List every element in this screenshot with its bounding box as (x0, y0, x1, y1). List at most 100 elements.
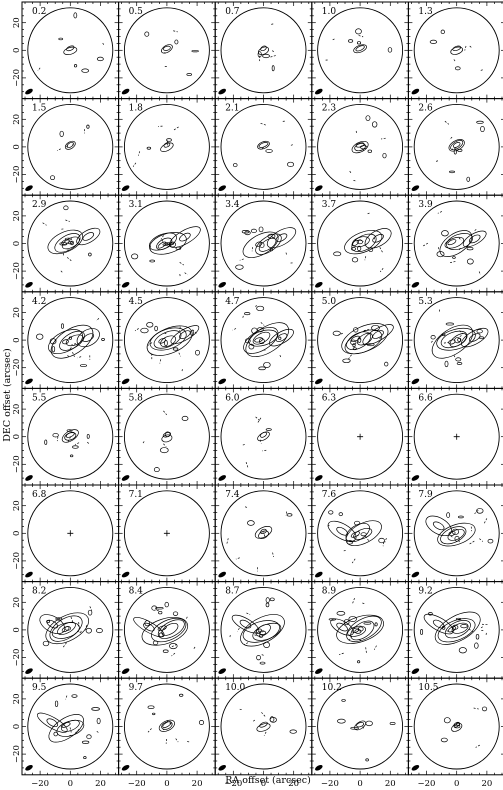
noise-contour (64, 626, 72, 631)
x-tick-label: −20 (31, 779, 49, 789)
noise-contour (258, 226, 264, 233)
channel-panel: 2.6 (407, 98, 503, 196)
noise-contour (354, 520, 361, 526)
negative-contour (67, 354, 70, 358)
primary-beam-circle (27, 297, 114, 384)
noise-contour (69, 454, 74, 458)
synthesized-beam (121, 764, 130, 771)
noise-contour (346, 540, 354, 545)
synthesized-beam (314, 281, 323, 288)
noise-contour (420, 628, 424, 635)
emission-contour (239, 619, 252, 629)
noise-contour (258, 630, 267, 635)
noise-contour (158, 610, 163, 615)
primary-beam-circle (317, 200, 404, 287)
emission-contour (158, 719, 175, 732)
channel-panel: 3.4 (214, 194, 313, 293)
noise-contour (69, 240, 75, 246)
noise-contour (79, 364, 88, 367)
primary-beam-circle (413, 103, 500, 190)
negative-contour (42, 222, 47, 226)
primary-beam-circle (317, 297, 404, 384)
emission-contour (163, 45, 171, 51)
noise-contour (271, 65, 275, 72)
x-tick-label: 0 (454, 779, 459, 789)
emission-contour (161, 44, 173, 54)
channel-velocity-label: 4.5 (129, 297, 144, 307)
negative-contour (246, 612, 251, 616)
noise-contour (140, 327, 149, 334)
noise-contour (269, 247, 273, 252)
y-tick-label: 20 (12, 597, 22, 608)
emission-contour (242, 620, 280, 643)
noise-contour (149, 259, 156, 263)
emission-contour (160, 335, 177, 348)
emission-contour (62, 339, 69, 345)
negative-contour (469, 45, 473, 49)
emission-contour (336, 622, 348, 632)
noise-contour (441, 625, 446, 630)
negative-contour (179, 262, 184, 266)
negative-contour (473, 229, 477, 232)
noise-contour (159, 447, 169, 454)
noise-contour (66, 429, 73, 432)
channel-velocity-label: 10.0 (225, 683, 245, 693)
noise-contour (52, 433, 59, 438)
noise-contour (86, 433, 90, 439)
noise-contour (458, 647, 467, 654)
primary-beam-circle (220, 103, 307, 190)
noise-contour (359, 145, 368, 150)
negative-contour (339, 652, 344, 655)
emission-contour (242, 231, 279, 258)
noise-contour (451, 528, 460, 535)
synthesized-beam (314, 475, 323, 481)
synthesized-beam (411, 378, 420, 385)
primary-beam-circle (413, 490, 500, 577)
phase-center-cross (453, 433, 460, 440)
negative-contour (353, 534, 359, 539)
emission-contour (51, 622, 80, 639)
noise-contour (333, 251, 342, 257)
y-tick-label: 0 (12, 241, 22, 246)
negative-contour (263, 534, 266, 538)
synthesized-beam (121, 88, 130, 95)
noise-contour (269, 716, 277, 723)
noise-contour (444, 360, 449, 368)
negative-contour (229, 635, 231, 638)
synthesized-beam (121, 668, 130, 675)
noise-contour (350, 247, 357, 251)
negative-contour (184, 272, 188, 276)
noise-contour (179, 693, 184, 697)
phase-center-cross (163, 530, 170, 537)
emission-contour (372, 233, 384, 243)
y-tick-label: 20 (12, 210, 22, 221)
noise-contour (68, 336, 72, 340)
noise-contour (436, 251, 445, 258)
negative-contour (285, 252, 288, 256)
negative-contour (422, 242, 429, 247)
negative-contour (468, 628, 474, 633)
emission-contour (243, 327, 279, 354)
noise-contour (258, 366, 266, 371)
negative-contour (351, 558, 356, 564)
noise-contour (86, 124, 90, 129)
emission-contour (344, 230, 383, 255)
emission-contour (258, 142, 269, 148)
synthesized-beam (314, 764, 323, 771)
primary-beam-circle (317, 586, 404, 673)
channel-velocity-label: 10.5 (418, 683, 438, 693)
emission-contour (350, 620, 375, 641)
channel-panel: 3.7 (311, 194, 409, 293)
negative-contour (453, 355, 456, 358)
emission-contour (259, 721, 268, 728)
noise-contour (366, 343, 375, 347)
primary-beam-circle (413, 297, 500, 384)
negative-contour (451, 147, 457, 150)
noise-contour (44, 439, 48, 445)
negative-contour (444, 120, 450, 125)
noise-contour (466, 246, 474, 251)
noise-contour (58, 37, 64, 41)
negative-contour (362, 726, 365, 730)
noise-contour (232, 163, 238, 168)
synthesized-beam (121, 185, 130, 192)
